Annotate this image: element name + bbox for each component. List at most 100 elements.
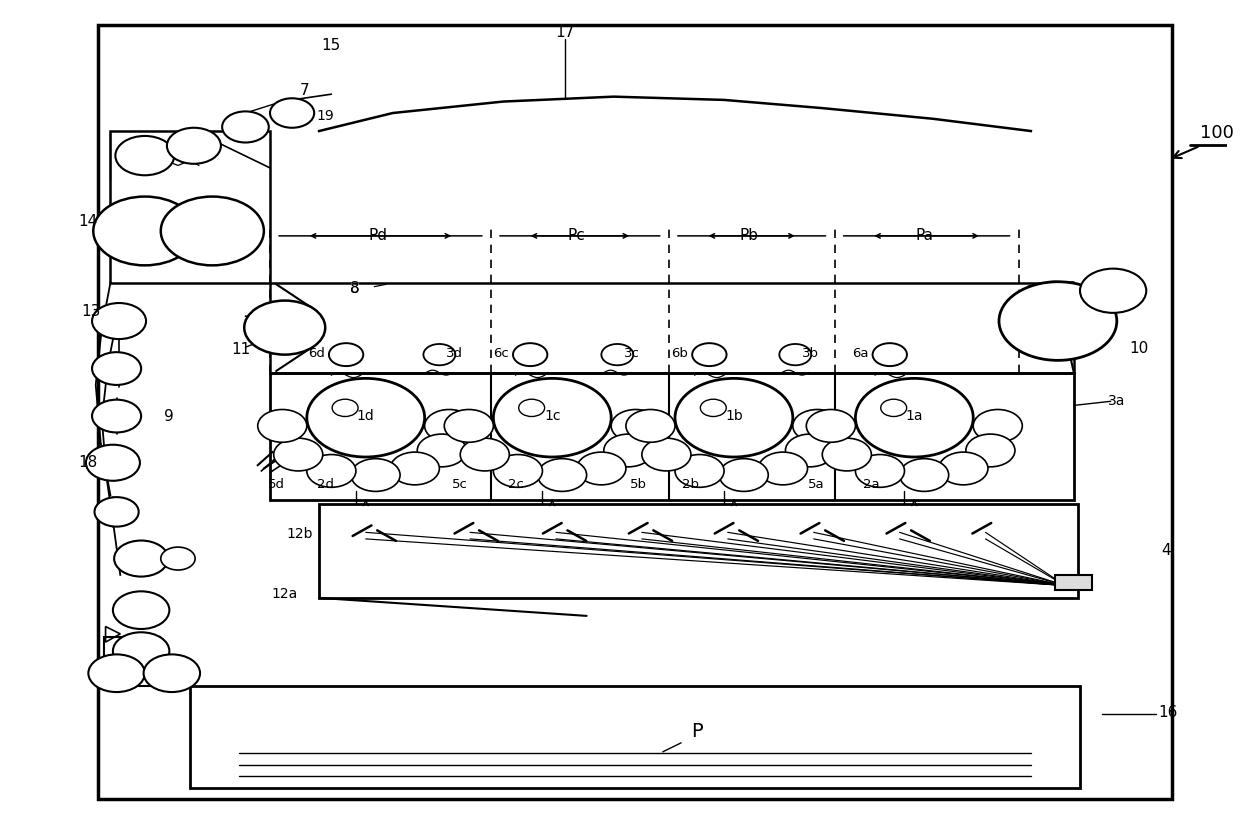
Bar	[190, 686, 1080, 788]
Circle shape	[822, 438, 872, 471]
Text: 3a: 3a	[1109, 394, 1126, 409]
Circle shape	[642, 438, 691, 471]
Circle shape	[222, 111, 269, 143]
Circle shape	[93, 197, 196, 265]
Circle shape	[785, 434, 835, 467]
Text: 5c: 5c	[453, 478, 469, 491]
Text: 2c: 2c	[507, 478, 523, 491]
Bar	[270, 283, 1074, 373]
Circle shape	[1080, 269, 1146, 313]
Circle shape	[332, 399, 358, 417]
Circle shape	[92, 303, 146, 339]
Text: 5b: 5b	[630, 478, 647, 491]
Text: 18: 18	[78, 455, 98, 470]
Circle shape	[92, 352, 141, 385]
Text: 2d: 2d	[316, 478, 334, 491]
Circle shape	[444, 410, 494, 442]
Text: 4: 4	[1161, 543, 1171, 558]
Text: 12a: 12a	[272, 586, 298, 601]
Bar	[1055, 575, 1092, 590]
Circle shape	[92, 400, 141, 432]
Circle shape	[494, 378, 611, 457]
Circle shape	[513, 343, 547, 366]
Text: 1c: 1c	[544, 409, 560, 423]
Circle shape	[144, 654, 200, 692]
Text: 10: 10	[1130, 341, 1148, 355]
Circle shape	[999, 282, 1117, 360]
Circle shape	[418, 434, 466, 467]
Bar	[98, 25, 1172, 799]
Text: 19: 19	[316, 109, 334, 124]
Text: 1d: 1d	[357, 409, 374, 423]
Text: 3c: 3c	[624, 347, 640, 360]
Circle shape	[601, 344, 634, 365]
Circle shape	[899, 459, 949, 491]
Bar	[104, 637, 160, 686]
Circle shape	[424, 410, 474, 442]
Circle shape	[759, 452, 807, 485]
Text: 7: 7	[300, 83, 309, 97]
Circle shape	[939, 452, 988, 485]
Text: 11: 11	[231, 342, 250, 357]
Circle shape	[113, 591, 170, 629]
Circle shape	[161, 547, 195, 570]
Circle shape	[604, 434, 653, 467]
Circle shape	[423, 344, 455, 365]
Circle shape	[115, 136, 175, 175]
Text: 3b: 3b	[801, 347, 818, 360]
Circle shape	[538, 459, 587, 491]
Text: 13: 13	[81, 304, 100, 319]
Text: 8: 8	[350, 276, 360, 292]
Circle shape	[719, 459, 769, 491]
Bar	[270, 373, 1074, 500]
Circle shape	[779, 344, 811, 365]
Circle shape	[270, 98, 314, 128]
Circle shape	[701, 399, 727, 417]
Text: 14: 14	[78, 214, 98, 229]
Circle shape	[114, 541, 169, 577]
Circle shape	[792, 410, 842, 442]
Bar	[319, 504, 1078, 598]
Text: 3d: 3d	[445, 347, 463, 360]
Text: 1a: 1a	[905, 409, 923, 423]
Text: 6c: 6c	[492, 347, 508, 360]
Text: 1b: 1b	[725, 409, 743, 423]
Circle shape	[973, 410, 1022, 442]
Circle shape	[675, 455, 724, 487]
Text: 15: 15	[321, 38, 341, 52]
Circle shape	[161, 197, 264, 265]
Circle shape	[351, 459, 401, 491]
Circle shape	[391, 452, 439, 485]
Circle shape	[675, 378, 792, 457]
Circle shape	[274, 438, 322, 471]
Circle shape	[692, 343, 727, 366]
Text: Pa: Pa	[915, 229, 934, 243]
Text: 17: 17	[556, 25, 574, 40]
Circle shape	[167, 128, 221, 164]
Text: 6d: 6d	[309, 347, 325, 360]
Text: 100: 100	[1200, 124, 1234, 142]
Text: 2b: 2b	[682, 478, 699, 491]
Text: 12b: 12b	[286, 527, 312, 541]
Bar	[110, 131, 270, 283]
Circle shape	[518, 399, 544, 417]
Circle shape	[880, 399, 906, 417]
Text: 8: 8	[350, 281, 360, 296]
Text: 6a: 6a	[852, 347, 868, 360]
Text: Pb: Pb	[739, 229, 758, 243]
Text: 16: 16	[1158, 705, 1178, 720]
Circle shape	[856, 378, 973, 457]
Circle shape	[88, 654, 145, 692]
Circle shape	[329, 343, 363, 366]
Circle shape	[966, 434, 1016, 467]
Circle shape	[494, 455, 542, 487]
Text: 9: 9	[165, 409, 175, 423]
Circle shape	[460, 438, 510, 471]
Circle shape	[856, 455, 904, 487]
Circle shape	[113, 632, 170, 670]
Text: 5a: 5a	[807, 478, 825, 491]
Text: 6b: 6b	[672, 347, 688, 360]
Circle shape	[626, 410, 675, 442]
Text: Pd: Pd	[368, 229, 387, 243]
Circle shape	[86, 445, 140, 481]
